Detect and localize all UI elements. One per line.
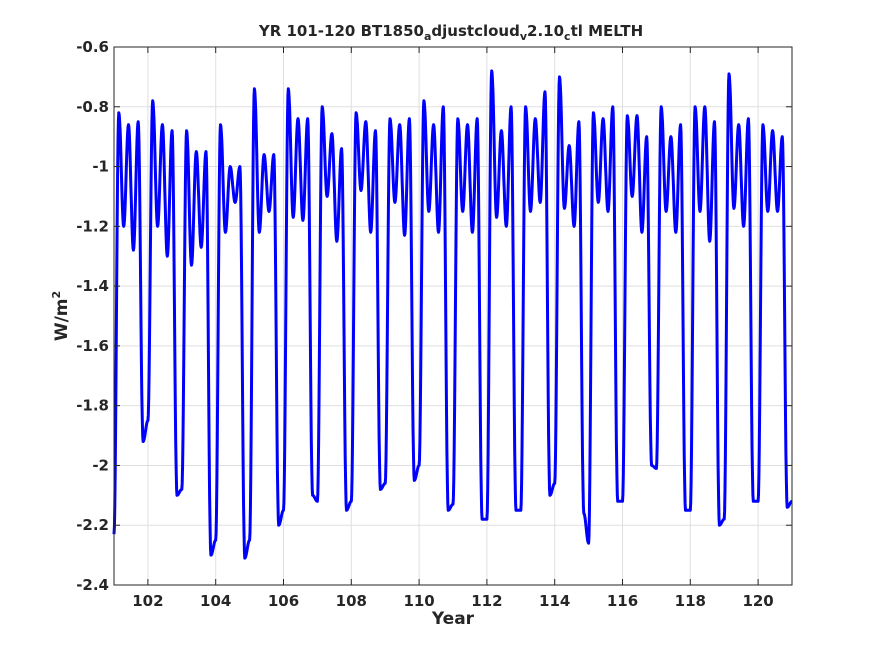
x-tick-label: 120 bbox=[742, 592, 773, 610]
x-tick-label: 114 bbox=[539, 592, 570, 610]
y-tick-label: -1.6 bbox=[76, 337, 109, 355]
y-tick-label: -1 bbox=[92, 158, 109, 176]
y-tick-label: -2.2 bbox=[76, 516, 109, 534]
y-axis-label: W/m2 bbox=[50, 291, 72, 341]
y-tick-label: -0.6 bbox=[76, 38, 109, 56]
x-axis-label: Year bbox=[431, 609, 475, 629]
plot-area-border bbox=[113, 46, 793, 586]
x-tick-label: 116 bbox=[607, 592, 638, 610]
x-tick-label: 108 bbox=[336, 592, 367, 610]
y-tick-label: -1.2 bbox=[76, 217, 109, 235]
x-tick-label: 118 bbox=[675, 592, 706, 610]
chart-title: YR 101-120 BT1850adjustcloudv2.10ctl MEL… bbox=[258, 22, 643, 43]
data-series bbox=[112, 69, 794, 560]
x-tick-label: 104 bbox=[200, 592, 231, 610]
y-tick-label: -2 bbox=[92, 456, 109, 474]
x-tick-label: 102 bbox=[132, 592, 163, 610]
x-tick-label: 106 bbox=[268, 592, 299, 610]
melth-series-line bbox=[112, 69, 794, 560]
x-tick-label: 112 bbox=[471, 592, 502, 610]
y-tick-label: -0.8 bbox=[76, 98, 109, 116]
y-tick-label: -1.8 bbox=[76, 397, 109, 415]
y-tick-label: -1.4 bbox=[76, 277, 109, 295]
axis-ticks: 102 104 106 108 110 112 114 116 118 120 -2.4 -2.2 -2… bbox=[76, 38, 792, 610]
x-tick-label: 110 bbox=[403, 592, 434, 610]
y-tick-label: -2.4 bbox=[76, 576, 109, 594]
